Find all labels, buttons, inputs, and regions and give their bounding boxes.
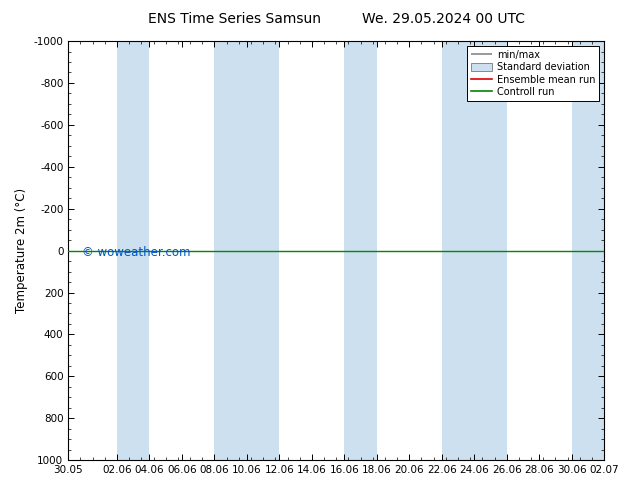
Bar	[442, 41, 474, 460]
Bar	[117, 41, 150, 460]
Text: We. 29.05.2024 00 UTC: We. 29.05.2024 00 UTC	[362, 12, 526, 26]
Bar	[247, 41, 280, 460]
Bar	[572, 41, 604, 460]
Y-axis label: Temperature 2m (°C): Temperature 2m (°C)	[15, 188, 28, 313]
Bar	[344, 41, 377, 460]
Bar	[474, 41, 507, 460]
Text: ENS Time Series Samsun: ENS Time Series Samsun	[148, 12, 321, 26]
Legend: min/max, Standard deviation, Ensemble mean run, Controll run: min/max, Standard deviation, Ensemble me…	[467, 46, 599, 101]
Bar	[214, 41, 247, 460]
Text: © woweather.com: © woweather.com	[82, 246, 190, 259]
